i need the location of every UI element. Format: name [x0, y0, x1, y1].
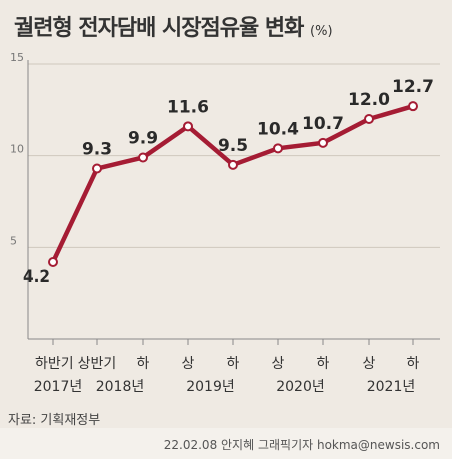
data-label: 9.5 — [218, 136, 248, 156]
data-point — [318, 137, 328, 148]
x-tick-label: 상 — [363, 356, 376, 372]
data-label: 9.9 — [128, 129, 158, 149]
data-point — [92, 163, 102, 174]
x-year-label: 2019년 — [186, 379, 235, 395]
x-tick-label: 상 — [272, 356, 285, 372]
data-point — [228, 159, 238, 170]
x-tick-label: 상 — [182, 356, 195, 372]
x-tick-label: 하 — [227, 356, 240, 372]
chart-title: 궐련형 전자담배 시장점유율 변화 (%) — [14, 10, 333, 42]
data-point — [183, 121, 193, 132]
x-year-label: 2020년 — [276, 379, 325, 395]
x-tick-label: 하 — [137, 356, 150, 372]
data-point — [138, 152, 148, 163]
data-label: 11.6 — [167, 97, 209, 117]
data-point — [48, 257, 58, 267]
data-label: 12.0 — [348, 90, 390, 110]
source-note: 자료: 기획재정부 — [8, 413, 101, 428]
data-point — [273, 143, 283, 154]
chart-title-text: 궐련형 전자담배 시장점유율 변화 — [14, 16, 304, 41]
x-tick-label: 하 — [407, 356, 420, 372]
data-label: 10.7 — [302, 114, 344, 134]
data-label: 12.7 — [392, 77, 434, 97]
data-point — [408, 101, 418, 112]
y-tick-label: 10 — [10, 143, 24, 156]
data-label: 4.2 — [23, 266, 50, 286]
data-label: 10.4 — [257, 119, 299, 139]
x-year-label: 2017년 — [34, 379, 83, 395]
unit-label: (%) — [310, 24, 333, 39]
x-year-label: 2021년 — [367, 379, 416, 395]
x-year-label: 2018년 — [96, 379, 145, 395]
y-tick-label: 5 — [10, 234, 17, 247]
credit-line: 22.02.08 안지혜 그래픽기자 hokma@newsis.com — [163, 438, 440, 452]
x-tick-label: 하 — [317, 356, 330, 372]
y-tick-label: 15 — [10, 51, 24, 64]
series-line — [50, 104, 414, 263]
x-tick-label: 하반기 — [35, 356, 74, 372]
data-point — [364, 114, 374, 124]
data-label: 9.3 — [82, 140, 112, 160]
footer-bar — [0, 428, 452, 459]
x-tick-label: 상반기 — [78, 356, 117, 372]
